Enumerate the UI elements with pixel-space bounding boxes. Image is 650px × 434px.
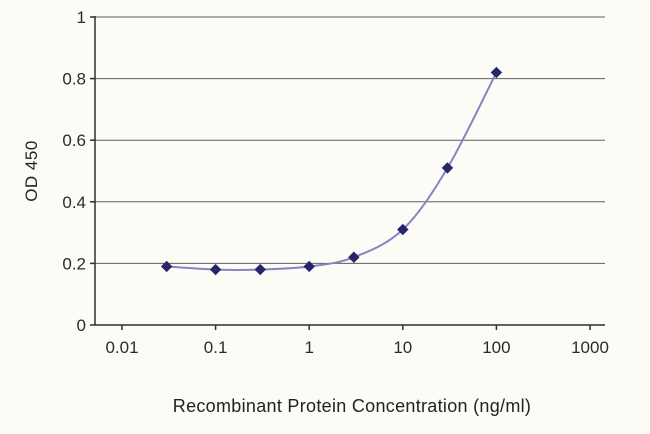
x-axis-title: Recombinant Protein Concentration (ng/ml…	[172, 396, 532, 416]
y-axis-title: OD 450	[22, 140, 41, 202]
data-point-marker	[348, 251, 360, 263]
x-tick-label: 0.1	[204, 338, 228, 357]
y-tick-label: 0.6	[62, 131, 86, 150]
y-tick-label: 0.4	[62, 193, 86, 212]
y-tick-label: 0.2	[62, 254, 86, 273]
y-tick-label: 1	[77, 8, 86, 27]
data-point-marker	[490, 66, 503, 79]
data-point-marker	[209, 263, 222, 276]
data-point-marker	[441, 162, 454, 174]
y-tick-label: 0	[77, 316, 86, 335]
y-tick-label: 0.8	[62, 70, 86, 89]
data-point-marker	[160, 260, 173, 273]
x-tick-label: 1000	[571, 338, 609, 357]
x-tick-label: 0.01	[105, 338, 138, 357]
data-point-marker	[397, 223, 409, 236]
data-point-marker	[254, 263, 266, 276]
x-tick-label: 10	[393, 338, 412, 357]
x-tick-label: 100	[482, 338, 510, 357]
data-point-marker	[303, 260, 315, 273]
x-tick-label: 1	[304, 338, 313, 357]
